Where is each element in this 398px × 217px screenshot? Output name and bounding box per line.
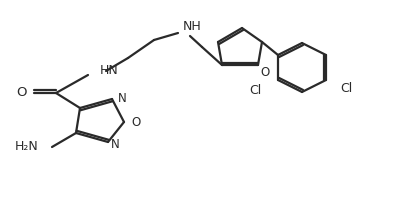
- Text: N: N: [118, 92, 127, 105]
- Text: Cl: Cl: [340, 82, 352, 94]
- Text: O: O: [131, 115, 140, 128]
- Text: NH: NH: [183, 20, 202, 33]
- Text: HN: HN: [100, 64, 119, 77]
- Text: O: O: [16, 85, 27, 99]
- Text: H₂N: H₂N: [14, 140, 38, 153]
- Text: N: N: [111, 138, 120, 151]
- Text: O: O: [260, 66, 269, 79]
- Text: Cl: Cl: [250, 84, 262, 97]
